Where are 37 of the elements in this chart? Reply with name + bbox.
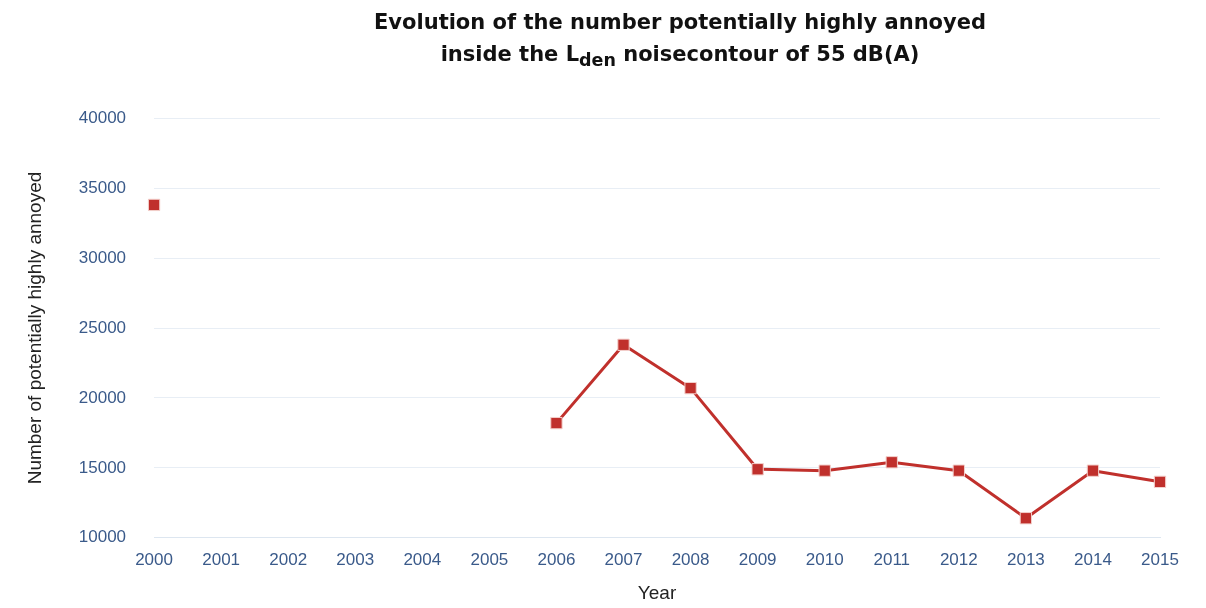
point xyxy=(550,416,563,430)
x-tick-label: 2001 xyxy=(202,549,241,569)
point xyxy=(751,463,764,476)
x-tick-label: 2009 xyxy=(738,549,777,569)
y-axis-title: Number of potentially highly annoyed xyxy=(23,171,45,485)
x-tick-label: 2000 xyxy=(135,549,173,569)
x-tick-label: 2007 xyxy=(604,549,643,569)
x-axis-title: Year xyxy=(637,581,677,603)
x-tick-label: 2014 xyxy=(1074,549,1112,569)
x-tick-label: 2008 xyxy=(671,549,710,569)
x-tick-label: 2002 xyxy=(269,549,308,569)
x-tick-label: 2010 xyxy=(805,549,844,569)
y-tick-label: 10000 xyxy=(78,527,127,547)
y-tick-label: 15000 xyxy=(78,457,127,477)
point xyxy=(617,338,630,351)
chart-title: Evolution of the number potentially highly annoyed inside the L$_{den}$ noisecontour of 55 dB(A) xyxy=(373,9,987,73)
x-tick-label: 2004 xyxy=(403,549,442,569)
point xyxy=(1019,512,1033,525)
x-tick-label: 2013 xyxy=(1006,549,1045,569)
point xyxy=(885,456,898,469)
x-tick-label: 2015 xyxy=(1141,549,1179,569)
point xyxy=(952,464,965,477)
point xyxy=(1153,475,1167,489)
point xyxy=(147,198,161,212)
y-tick-label: 35000 xyxy=(78,177,127,197)
y-tick-label: 20000 xyxy=(78,387,127,407)
point xyxy=(1086,464,1100,477)
y-tick-label: 30000 xyxy=(78,247,127,267)
x-tick-label: 2003 xyxy=(336,549,375,569)
x-tick-label: 2011 xyxy=(873,549,911,569)
y-tick-label: 40000 xyxy=(78,107,127,127)
y-tick-label: 25000 xyxy=(78,317,127,337)
x-tick-label: 2006 xyxy=(537,549,576,569)
point xyxy=(684,381,697,395)
point xyxy=(818,464,831,477)
x-tick-label: 2012 xyxy=(939,549,978,569)
x-tick-label: 2005 xyxy=(470,549,509,569)
